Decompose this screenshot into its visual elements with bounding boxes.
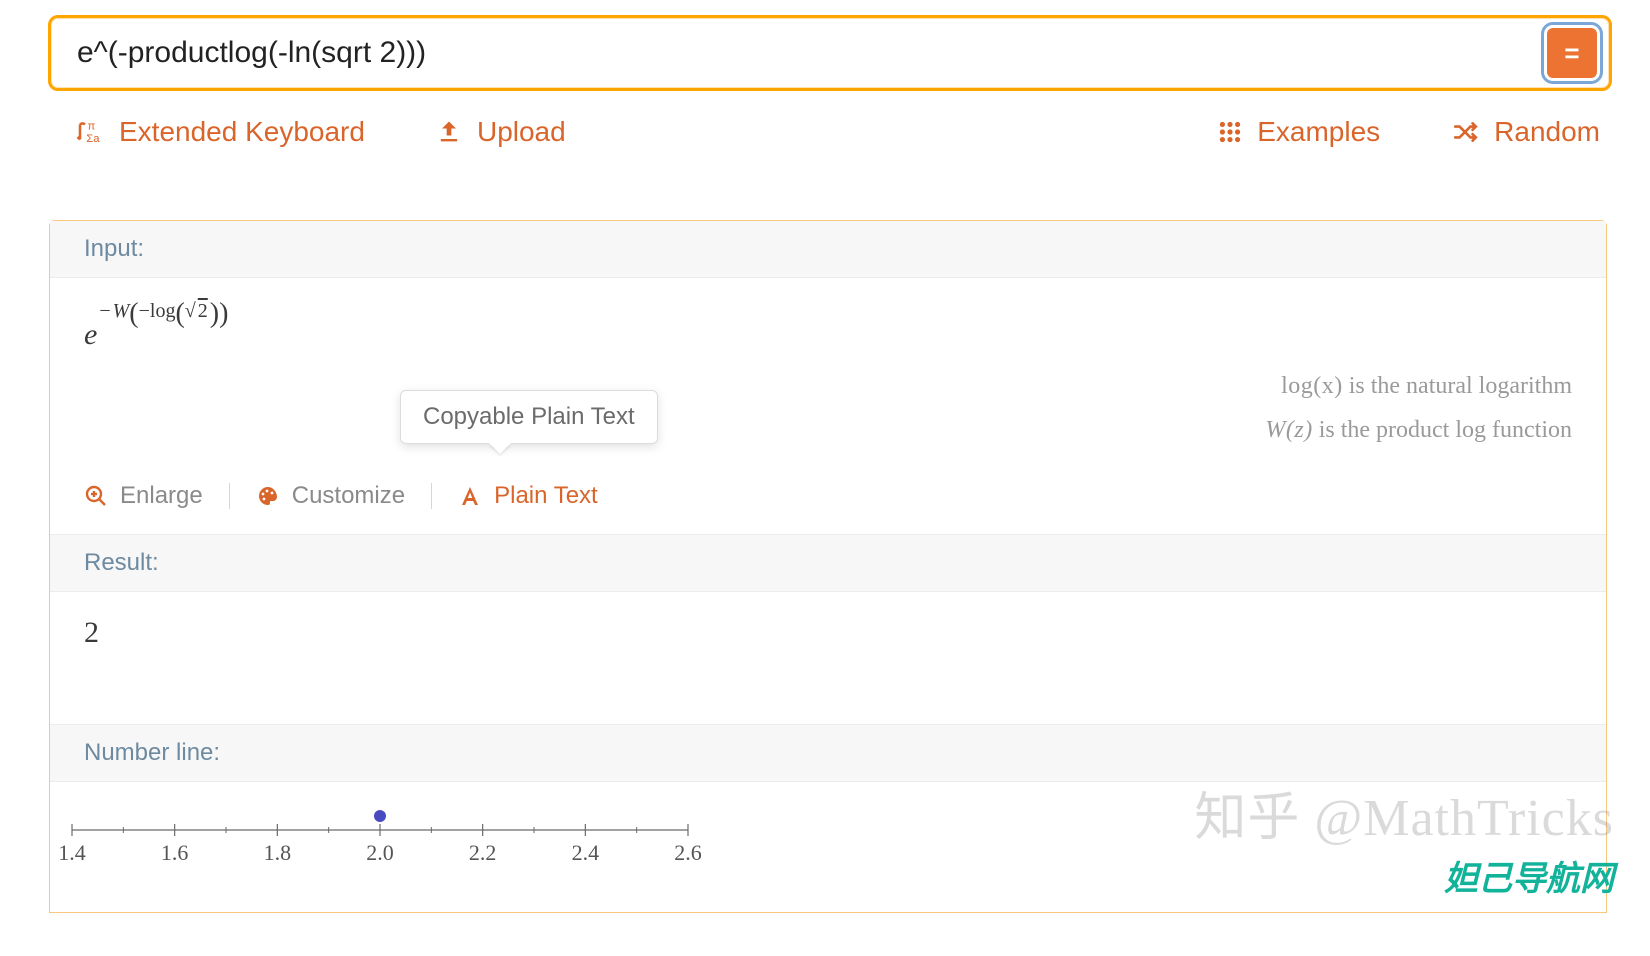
zoom-in-icon <box>84 484 108 508</box>
input-pod-title: Input: <box>84 235 144 262</box>
toolbar: π Σa Extended Keyboard Upload Examples <box>75 108 1600 156</box>
result-pod-title: Result: <box>84 549 159 576</box>
customize-button[interactable]: Customize <box>256 482 405 510</box>
input-pod-actions: Enlarge Customize <box>84 482 1572 510</box>
svg-text:1.8: 1.8 <box>264 840 292 865</box>
customize-label: Customize <box>292 482 405 510</box>
upload-icon <box>435 118 463 146</box>
search-inner: = <box>53 20 1607 86</box>
plain-text-label: Plain Text <box>494 482 598 510</box>
examples-label: Examples <box>1257 116 1380 148</box>
input-pod-header: Input: <box>50 221 1606 278</box>
enlarge-label: Enlarge <box>120 482 203 510</box>
result-pod-body: 2 <box>50 592 1606 724</box>
tooltip-text: Copyable Plain Text <box>423 403 635 430</box>
svg-text:2.2: 2.2 <box>469 840 497 865</box>
palette-icon <box>256 484 280 508</box>
number-line-chart: 1.4 1.6 1.8 2.0 2.2 2.4 2.6 <box>50 802 710 872</box>
random-button[interactable]: Random <box>1450 116 1600 148</box>
svg-text:π: π <box>88 121 96 133</box>
result-pod-header: Result: <box>50 534 1606 592</box>
keyboard-math-icon: π Σa <box>75 117 105 147</box>
svg-text:Σa: Σa <box>86 133 100 145</box>
formula-exponent: − W ( − log ( √ 2 ) ) <box>99 300 228 323</box>
upload-button[interactable]: Upload <box>435 116 566 148</box>
svg-text:1.6: 1.6 <box>161 840 189 865</box>
svg-text:1.4: 1.4 <box>58 840 86 865</box>
compute-button[interactable]: = <box>1547 28 1597 78</box>
equals-icon: = <box>1564 40 1579 66</box>
search-bar: = <box>48 15 1612 91</box>
random-label: Random <box>1494 116 1600 148</box>
plain-text-tooltip: Copyable Plain Text <box>400 390 658 444</box>
extended-keyboard-button[interactable]: π Σa Extended Keyboard <box>75 116 365 148</box>
formula-base: e <box>84 318 97 352</box>
plain-text-button[interactable]: Plain Text <box>458 482 598 510</box>
action-separator <box>229 483 230 509</box>
query-input[interactable] <box>75 35 1547 71</box>
result-value: 2 <box>84 610 1572 700</box>
extended-keyboard-label: Extended Keyboard <box>119 116 365 148</box>
letter-a-icon <box>458 484 482 508</box>
shuffle-icon <box>1450 119 1480 145</box>
numberline-pod-title: Number line: <box>84 739 220 766</box>
upload-label: Upload <box>477 116 566 148</box>
input-pod-body: e − W ( − log ( √ 2 ) ) log(x) is the na… <box>50 278 1606 534</box>
numberline-pod-header: Number line: <box>50 724 1606 782</box>
numberline-pod-body: 1.4 1.6 1.8 2.0 2.2 2.4 2.6 <box>50 782 1606 912</box>
input-formula: e − W ( − log ( √ 2 ) ) <box>84 300 1572 352</box>
svg-text:2.0: 2.0 <box>366 840 394 865</box>
result-pods: Input: e − W ( − log ( √ 2 ) ) log(x) is… <box>49 220 1607 913</box>
enlarge-button[interactable]: Enlarge <box>84 482 203 510</box>
grid-icon <box>1217 119 1243 145</box>
function-legend: log(x) is the natural logarithm W(z) is … <box>1265 364 1572 452</box>
svg-text:2.4: 2.4 <box>572 840 600 865</box>
examples-button[interactable]: Examples <box>1217 116 1380 148</box>
legend-line-w: W(z) is the product log function <box>1265 408 1572 452</box>
action-separator <box>431 483 432 509</box>
legend-line-log: log(x) is the natural logarithm <box>1265 364 1572 408</box>
svg-text:2.6: 2.6 <box>674 840 702 865</box>
